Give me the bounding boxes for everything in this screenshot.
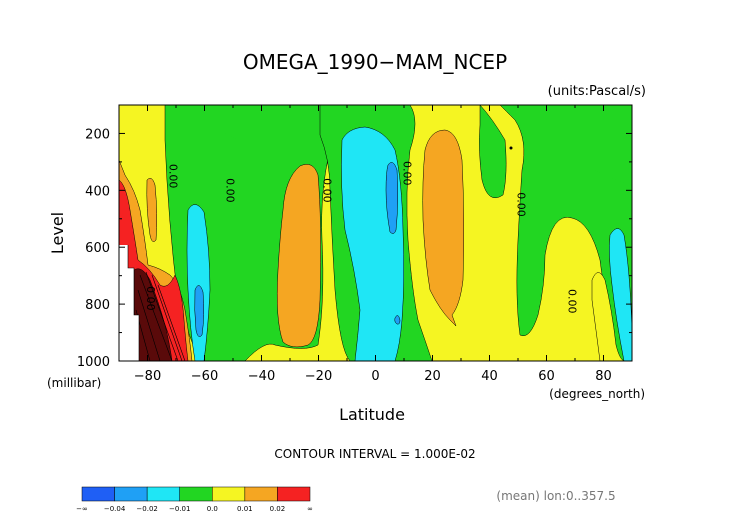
orange-descent-region-20s xyxy=(276,164,321,348)
contour-interval-label: CONTOUR INTERVAL = 1.000E-02 xyxy=(274,447,475,461)
y-tick-label: 1000 xyxy=(77,355,110,370)
colorbar-swatch xyxy=(277,486,311,502)
missing-data-block-c xyxy=(134,315,139,361)
colorbar-label: 0.0 xyxy=(207,505,218,513)
contour-label: 0.00 xyxy=(400,161,413,186)
y-axis: 200 400 600 800 1000 xyxy=(77,104,632,370)
y-tick-label: 600 xyxy=(85,241,110,256)
x-tick-label: 0 xyxy=(371,369,379,384)
x-axis-title: Latitude xyxy=(339,405,405,424)
orange-cell-75s xyxy=(146,178,158,242)
yellow-cell-70n xyxy=(591,272,626,361)
chart-title: OMEGA_1990−MAM_NCEP xyxy=(243,50,507,74)
colorbar-label: −0.02 xyxy=(136,505,157,513)
equatorial-blue-core xyxy=(385,162,399,234)
colorbar-swatch xyxy=(146,486,180,502)
x-tick-label: 40 xyxy=(481,369,498,384)
footnote: (mean) lon:0..357.5 xyxy=(496,489,615,503)
northern-cyan-region xyxy=(609,228,632,361)
x-tick-label: 80 xyxy=(595,369,612,384)
colorbar-label: ∞ xyxy=(307,505,313,513)
colorbar-swatch xyxy=(244,486,278,502)
blue-cell-low xyxy=(394,315,401,325)
x-tick-label: −40 xyxy=(248,369,275,384)
y-axis-units: (millibar) xyxy=(47,376,101,390)
contour-label: 0.00 xyxy=(224,178,237,203)
x-tick-label: −20 xyxy=(305,369,332,384)
x-tick-label: −60 xyxy=(191,369,218,384)
contour-label: 0.00 xyxy=(167,164,180,189)
missing-data-block-b xyxy=(128,268,134,361)
orange-descent-region-20n xyxy=(422,129,465,327)
y-axis-title: Level xyxy=(48,212,67,254)
colorbar-label: −∞ xyxy=(76,505,88,513)
green-cell-40n xyxy=(479,105,507,199)
southern-cyan-region xyxy=(186,204,211,361)
y-tick-label: 800 xyxy=(85,298,110,313)
colorbar-label: −0.04 xyxy=(104,505,126,513)
colorbar-swatch xyxy=(114,486,148,502)
colorbar-label: 0.02 xyxy=(270,505,286,513)
units-label: (units:Pascal/s) xyxy=(548,84,646,99)
x-axis-units: (degrees_north) xyxy=(549,387,645,401)
x-tick-label: 20 xyxy=(424,369,441,384)
contour-labels: 0.00 0.00 0.00 0.00 0.00 0.00 0.00 xyxy=(144,161,579,314)
contour-field xyxy=(119,105,632,361)
x-tick-label: 60 xyxy=(538,369,555,384)
contour-label: 0.00 xyxy=(514,192,527,217)
x-axis: −80 −60 −40 −20 0 20 40 60 80 xyxy=(118,105,633,384)
colorbar-label: 0.01 xyxy=(237,505,253,513)
x-tick-label: −80 xyxy=(134,369,161,384)
y-tick-label: 400 xyxy=(85,184,110,199)
contour-label: 0.00 xyxy=(321,178,334,203)
y-tick-label: 200 xyxy=(85,127,110,142)
colorbar-swatch xyxy=(212,486,246,502)
colorbar: −∞ −0.04 −0.02 −0.01 0.0 0.01 0.02 ∞ xyxy=(76,486,313,513)
colorbar-swatch xyxy=(81,486,115,502)
missing-data-block-a xyxy=(119,245,128,361)
contour-label: 0.00 xyxy=(566,289,579,314)
colorbar-label: −0.01 xyxy=(169,505,190,513)
southern-blue-core xyxy=(194,285,205,337)
colorbar-swatch xyxy=(179,486,213,502)
contour-label: 0.00 xyxy=(144,286,157,311)
